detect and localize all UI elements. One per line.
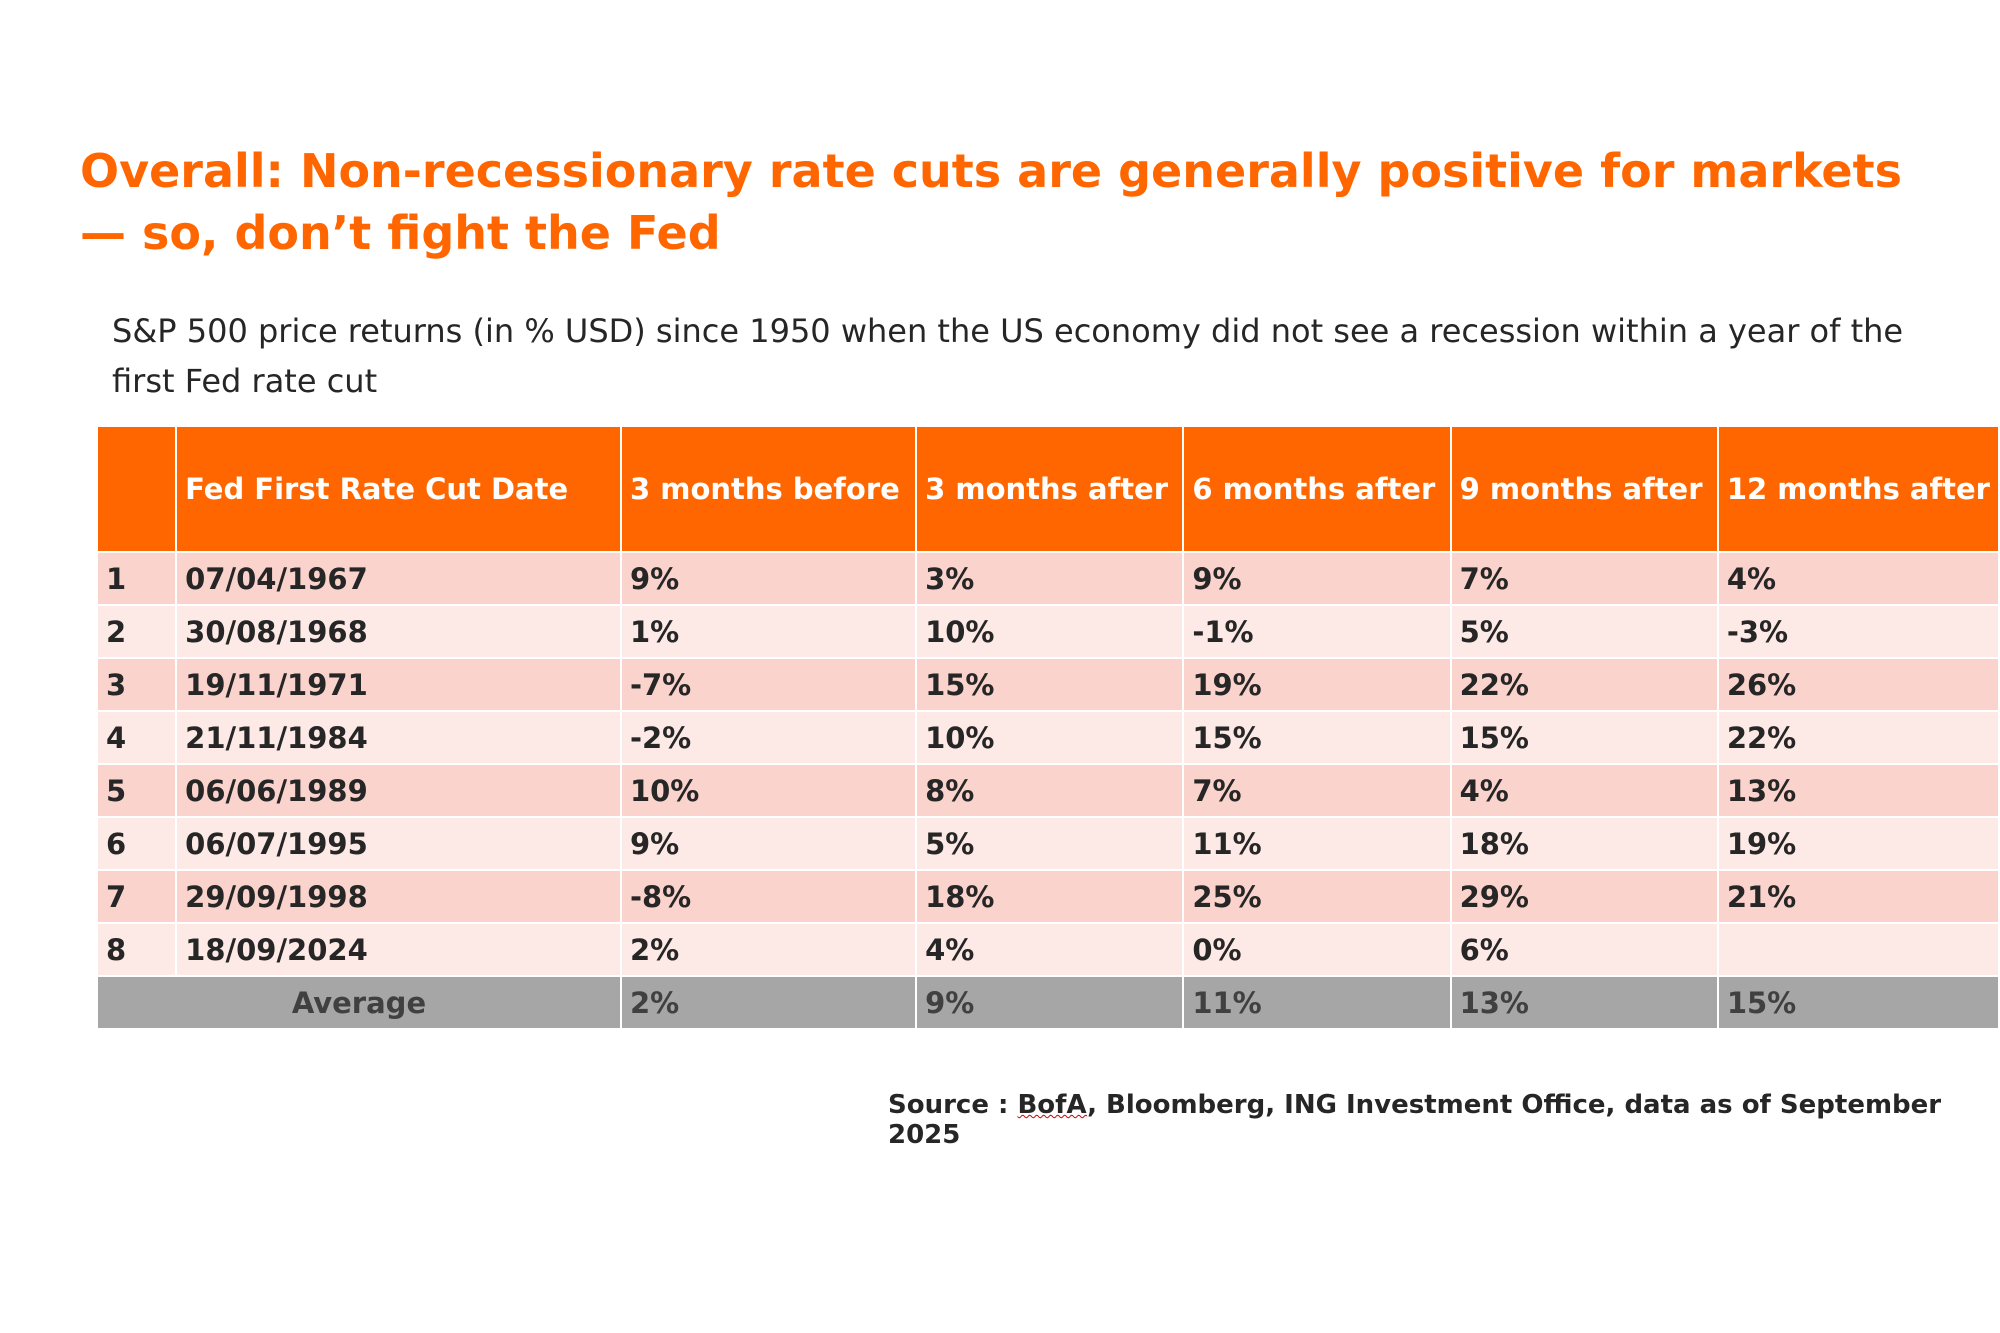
cell-index: 7 [95,869,178,924]
table-subtitle: S&P 500 price returns (in % USD) since 1… [112,312,1904,400]
cell-12m-after: 21% [1716,869,2000,924]
header-cell-date: Fed First Rate Cut Date [175,425,622,553]
cell-6m-after: 15% [1182,710,1452,765]
cell-index: 4 [95,710,178,765]
cell-9m-after: 5% [1449,604,1719,659]
cell-index: 5 [95,763,178,818]
cell-date: 07/04/1967 [175,551,622,606]
cell-3m-after: 3% [915,551,1185,606]
cell-date: 19/11/1971 [175,657,622,712]
cell-3m-after: 5% [915,816,1185,871]
cell-date: 06/07/1995 [175,816,622,871]
cell-6m-after: 0% [1182,922,1452,977]
cell-6m-after: -1% [1182,604,1452,659]
cell-3m-before: -8% [619,869,918,924]
cell-3m-after: 8% [915,763,1185,818]
cell-3m-before: 9% [619,551,918,606]
cell-12m-after: 13% [1716,763,2000,818]
cell-date: 30/08/1968 [175,604,622,659]
cell-date: 29/09/1998 [175,869,622,924]
source-rest: , Bloomberg, ING Investment Office, data… [888,1090,1942,1150]
cell-9m-after: 22% [1449,657,1719,712]
average-cell-3m-before: 2% [619,975,918,1030]
cell-index: 2 [95,604,178,659]
table-row: 1 07/04/1967 9% 3% 9% 7% 4% [95,551,2000,606]
page-title: Overall: Non-recessionary rate cuts are … [80,144,1902,260]
cell-index: 8 [95,922,178,977]
cell-6m-after: 7% [1182,763,1452,818]
header-cell-3m-before: 3 months before [619,425,918,553]
cell-9m-after: 6% [1449,922,1719,977]
average-cell-6m-after: 11% [1182,975,1452,1030]
table-row: 8 18/09/2024 2% 4% 0% 6% [95,922,2000,977]
header-cell-9m-after: 9 months after [1449,425,1719,553]
cell-6m-after: 25% [1182,869,1452,924]
header-cell-3m-after: 3 months after [915,425,1185,553]
cell-12m-after: 4% [1716,551,2000,606]
cell-date: 21/11/1984 [175,710,622,765]
table-row: 2 30/08/1968 1% 10% -1% 5% -3% [95,604,2000,659]
header-cell-index [95,425,178,553]
cell-date: 06/06/1989 [175,763,622,818]
cell-12m-after: 19% [1716,816,2000,871]
cell-9m-after: 18% [1449,816,1719,871]
average-cell-9m-after: 13% [1449,975,1719,1030]
cell-9m-after: 4% [1449,763,1719,818]
average-label: Average [96,975,622,1030]
header-cell-12m-after: 12 months after [1716,425,2000,553]
cell-index: 6 [95,816,178,871]
cell-6m-after: 9% [1182,551,1452,606]
source-note: Source : BofA, Bloomberg, ING Investment… [888,1090,2000,1150]
cell-12m-after: -3% [1716,604,2000,659]
average-cell-3m-after: 9% [915,975,1185,1030]
cell-3m-before: 2% [619,922,918,977]
cell-12m-after: 22% [1716,710,2000,765]
cell-6m-after: 19% [1182,657,1452,712]
cell-6m-after: 11% [1182,816,1452,871]
cell-9m-after: 15% [1449,710,1719,765]
source-bofa: BofA [1017,1090,1088,1120]
average-row: Average 2% 9% 11% 13% 15% [96,975,2000,1030]
header-cell-6m-after: 6 months after [1182,425,1452,553]
returns-table: Fed First Rate Cut Date 3 months before … [95,425,2000,1030]
cell-3m-before: 9% [619,816,918,871]
cell-3m-after: 18% [915,869,1185,924]
cell-3m-after: 10% [915,710,1185,765]
table-row: 7 29/09/1998 -8% 18% 25% 29% 21% [95,869,2000,924]
cell-9m-after: 29% [1449,869,1719,924]
cell-index: 3 [95,657,178,712]
source-prefix: Source : [888,1090,1018,1120]
table-row: 4 21/11/1984 -2% 10% 15% 15% 22% [95,710,2000,765]
cell-3m-after: 10% [915,604,1185,659]
table-body: 1 07/04/1967 9% 3% 9% 7% 4% 2 30/08/1968 1% 10% -1%… [95,551,2000,977]
cell-3m-after: 4% [915,922,1185,977]
header-row: Fed First Rate Cut Date 3 months before … [95,425,2000,553]
cell-3m-before: -2% [619,710,918,765]
cell-index: 1 [95,551,178,606]
cell-3m-before: 10% [619,763,918,818]
cell-3m-before: 1% [619,604,918,659]
table-row: 5 06/06/1989 10% 8% 7% 4% 13% [95,763,2000,818]
table-row: 3 19/11/1971 -7% 15% 19% 22% 26% [95,657,2000,712]
cell-12m-after: 26% [1716,657,2000,712]
cell-date: 18/09/2024 [175,922,622,977]
average-cell-12m-after: 15% [1716,975,2000,1030]
cell-3m-after: 15% [915,657,1185,712]
cell-3m-before: -7% [619,657,918,712]
table-row: 6 06/07/1995 9% 5% 11% 18% 19% [95,816,2000,871]
cell-12m-after [1716,922,2000,977]
cell-9m-after: 7% [1449,551,1719,606]
